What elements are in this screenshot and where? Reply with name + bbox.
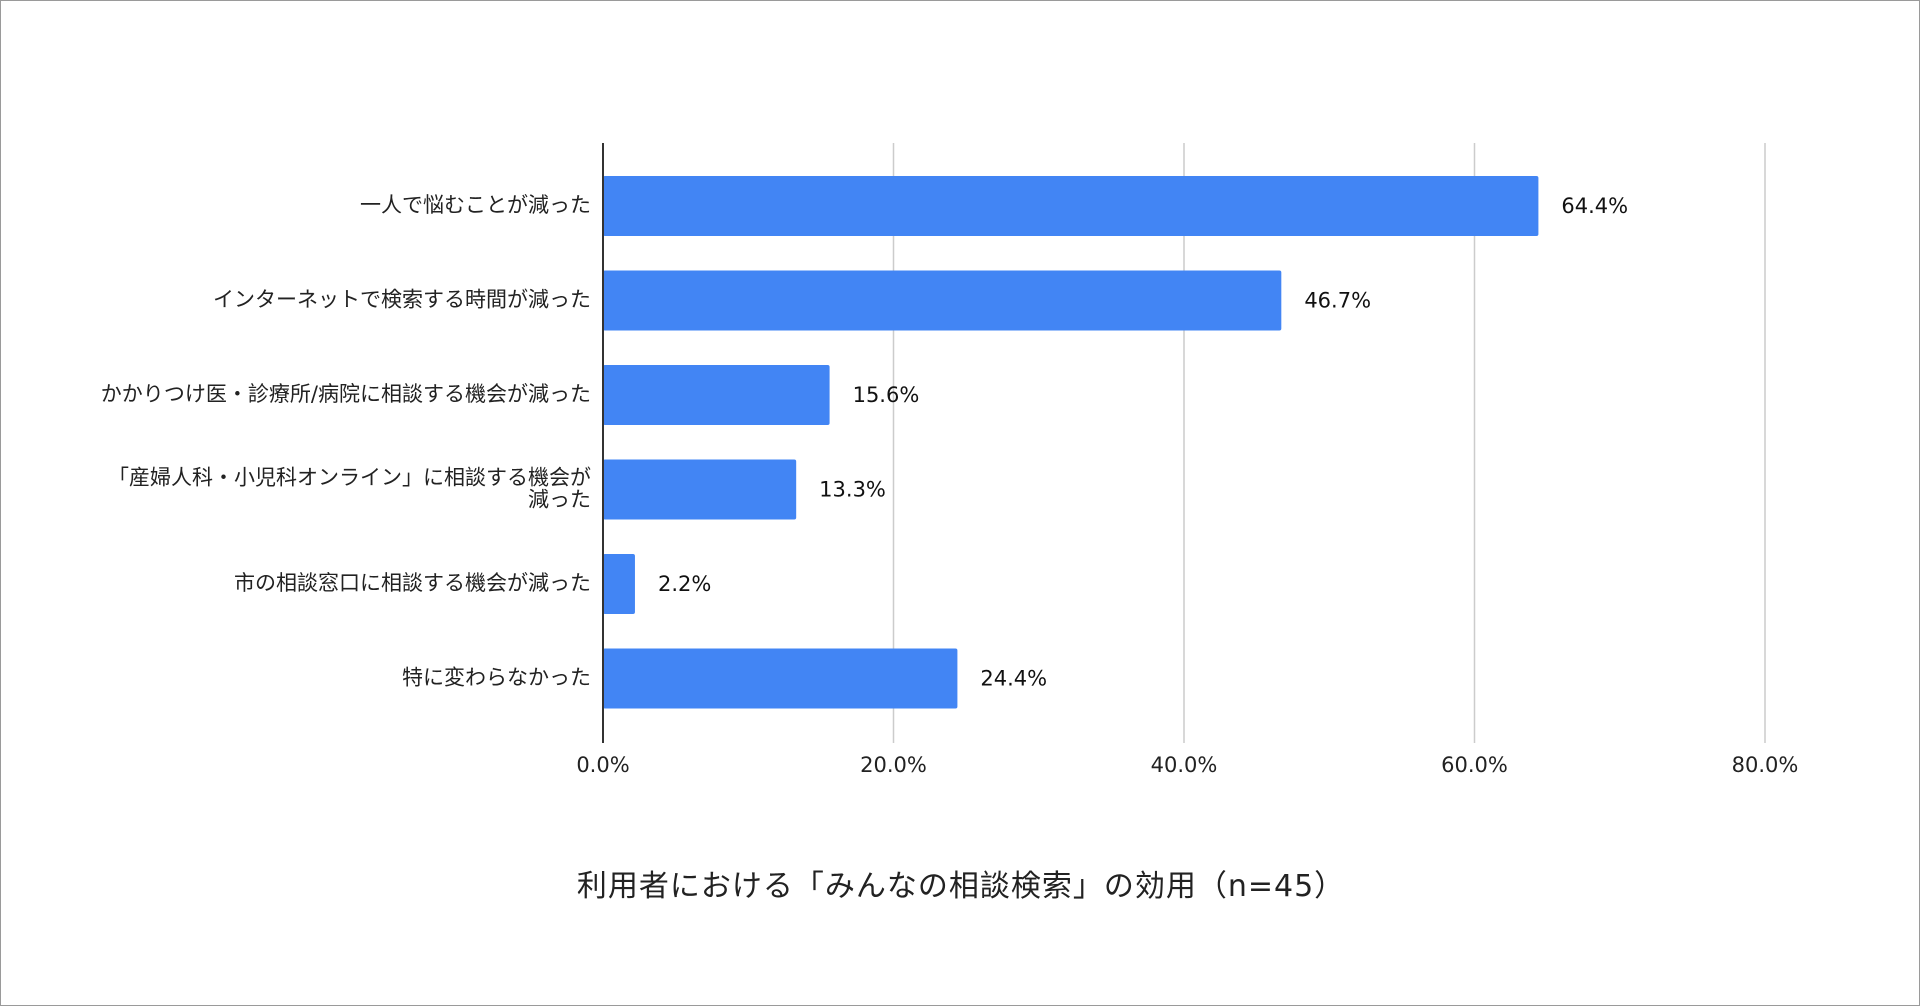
data-label: 64.4% — [1561, 194, 1628, 218]
category-label-line: 減った — [528, 488, 591, 512]
category-label: 「産婦人科・小児科オンライン」に相談する機会が減った — [108, 466, 591, 512]
category-label-line: かかりつけ医・診療所/病院に相談する機会が減った — [101, 382, 591, 406]
category-label-line: 一人で悩むことが減った — [360, 193, 591, 217]
category-label-line: インターネットで検索する時間が減った — [213, 288, 591, 312]
category-label-line: 特に変わらなかった — [402, 666, 591, 690]
category-label: 市の相談窓口に相談する機会が減った — [234, 571, 591, 595]
x-tick-label: 60.0% — [1441, 753, 1508, 777]
bar — [603, 554, 635, 614]
data-label: 15.6% — [853, 383, 920, 407]
bar — [603, 365, 830, 425]
bar — [603, 648, 958, 709]
chart-caption: 利用者における「みんなの相談検索」の効用（n=45） — [576, 869, 1346, 904]
category-label-line: 市の相談窓口に相談する機会が減った — [234, 571, 591, 595]
bar — [603, 459, 797, 520]
x-tick-label: 0.0% — [576, 753, 629, 777]
category-label: 一人で悩むことが減った — [360, 193, 591, 217]
bars — [603, 176, 1539, 709]
x-tick-label: 40.0% — [1151, 753, 1218, 777]
data-label: 13.3% — [819, 478, 886, 502]
data-label: 24.4% — [980, 667, 1047, 691]
category-label: インターネットで検索する時間が減った — [213, 288, 591, 312]
x-tick-label: 20.0% — [860, 753, 927, 777]
bar — [603, 270, 1282, 331]
x-tick-label: 80.0% — [1732, 753, 1799, 777]
category-label-line: 「産婦人科・小児科オンライン」に相談する機会が — [108, 466, 591, 490]
labels: 0.0% 20.0% 40.0% 60.0% 80.0% 64.4% 一人で悩むことが減った… — [101, 193, 1799, 777]
gridlines — [892, 143, 1766, 743]
bar — [603, 176, 1539, 236]
data-label: 46.7% — [1304, 289, 1371, 313]
data-label: 2.2% — [658, 572, 711, 596]
category-label: 特に変わらなかった — [402, 666, 591, 690]
category-label: かかりつけ医・診療所/病院に相談する機会が減った — [101, 382, 591, 406]
